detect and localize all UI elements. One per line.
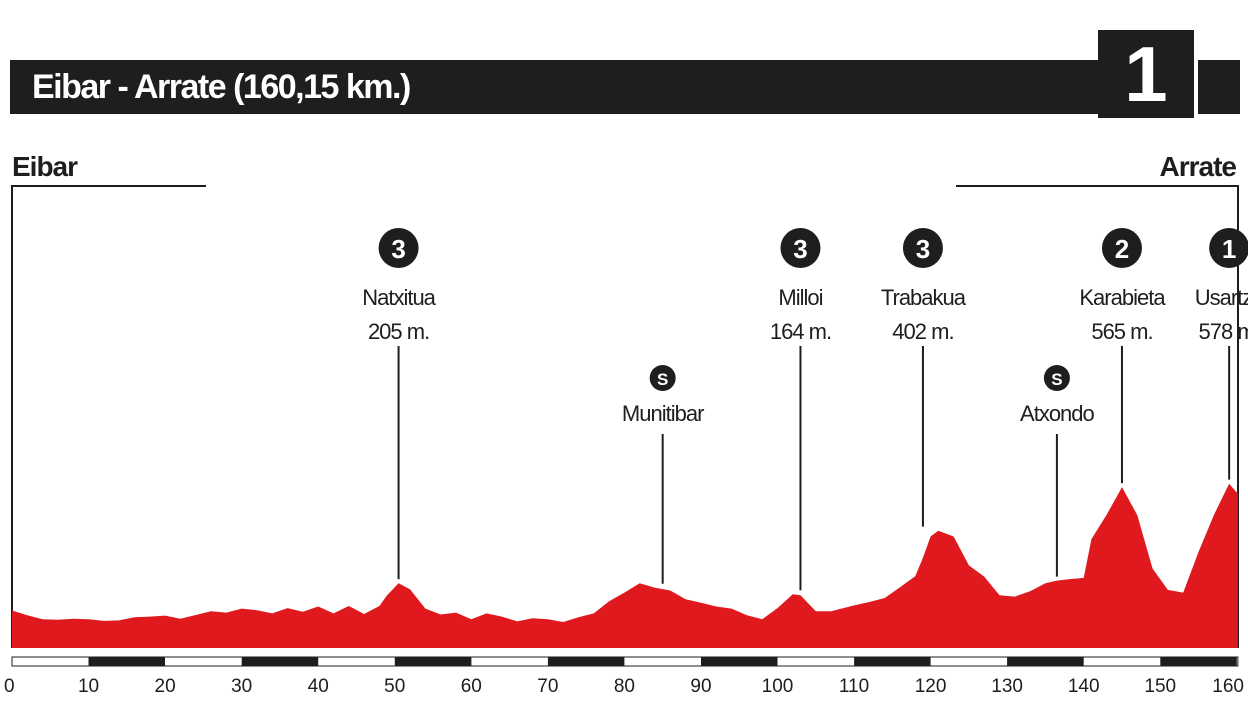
sprint-badge [1043,365,1070,391]
climb-category: 3 [916,234,930,264]
km-tick-label: 90 [690,676,711,697]
sprint-name: Munitibar [622,401,704,426]
climb-marker-1: 3 Natxitua 205 m. [362,228,438,580]
axis-scale-segment [547,657,625,666]
stage-number: 1 [1124,30,1168,118]
climb-name: Milloi [778,285,822,310]
chart-frame-right [956,185,1239,648]
climb-name: Natxitua [362,285,436,310]
km-tick-label: 0 [4,676,15,697]
climb-category: 2 [1115,234,1129,264]
km-tick-label: 40 [308,676,329,697]
axis-scale-segment [854,657,931,666]
sprint-marker-1: S Munitibar [622,365,705,584]
km-tick-label: 50 [384,676,405,697]
km-axis: 0 10 20 30 40 50 60 70 80 90 100 110 120 130 140 150 160 [4,656,1244,697]
climb-altitude: 578 m. [1199,319,1248,344]
sprint-name: Atxondo [1020,401,1094,426]
km-tick-label: 120 [915,676,947,697]
climb-marker-5: 1 Usartza 578 m. [1195,228,1248,480]
climb-category-badge [378,228,419,268]
axis-scale-segment [241,657,319,666]
climb-category-badge [1209,228,1248,268]
end-town-label: Arrate [1160,151,1237,182]
sprint-badge-letter: S [657,370,668,389]
sprint-marker-2: S Atxondo [1020,365,1096,577]
km-tick-label: 60 [461,676,482,697]
climb-category: 3 [793,234,807,264]
km-tick-label: 160 [1212,676,1244,697]
climb-altitude: 565 m. [1091,319,1152,344]
km-tick-label: 110 [839,676,869,697]
climb-marker-4: 2 Karabieta 565 m. [1079,228,1167,484]
climb-category: 1 [1222,234,1236,264]
axis-scale-segment [1160,657,1237,666]
climb-altitude: 402 m. [892,319,953,344]
climb-category-badge [1101,228,1142,268]
climb-altitude: 164 m. [770,319,831,344]
climb-altitude: 205 m. [368,319,429,344]
km-tick-label: 10 [78,676,99,697]
title-bar: Eibar - Arrate (160,15 km.) [10,60,1122,114]
sprint-badge-letter: S [1051,370,1062,389]
chart-frame-left [11,185,206,648]
climb-name: Karabieta [1079,285,1166,310]
climb-name: Usartza [1195,285,1248,310]
axis-scale-segment [1007,657,1084,666]
climb-category-badge [780,228,821,268]
climb-category-badge [902,228,943,268]
km-tick-label: 30 [231,676,252,697]
climb-category: 3 [391,234,405,264]
start-town-label: Eibar [12,151,78,182]
km-tick-label: 20 [155,676,176,697]
km-tick-label: 150 [1144,676,1176,697]
elevation-area [12,483,1238,648]
axis-scale-segment [88,657,165,666]
axis-scale-segment [394,657,472,666]
climb-marker-3: 3 Trabakua 402 m. [881,228,968,527]
stage-title: Eibar - Arrate (160,15 km.) [32,68,411,106]
km-tick-label: 100 [762,676,794,697]
axis-scale-segment [701,657,778,666]
sprint-badge [649,365,676,391]
stage-number-badge: 1 [1098,30,1194,118]
climb-marker-2: 3 Milloi 164 m. [770,228,832,591]
km-tick-label: 130 [991,676,1023,697]
axis-scale-bar [11,656,1239,667]
climb-name: Trabakua [881,285,967,310]
km-tick-label: 140 [1068,676,1100,697]
km-tick-label: 80 [614,676,635,697]
profile-labels: 3 Natxitua 205 m. 3 Milloi 164 m. 3 Trabakua 402… [362,228,1248,591]
km-tick-label: 70 [537,676,558,697]
title-bar-tail [1198,60,1240,114]
